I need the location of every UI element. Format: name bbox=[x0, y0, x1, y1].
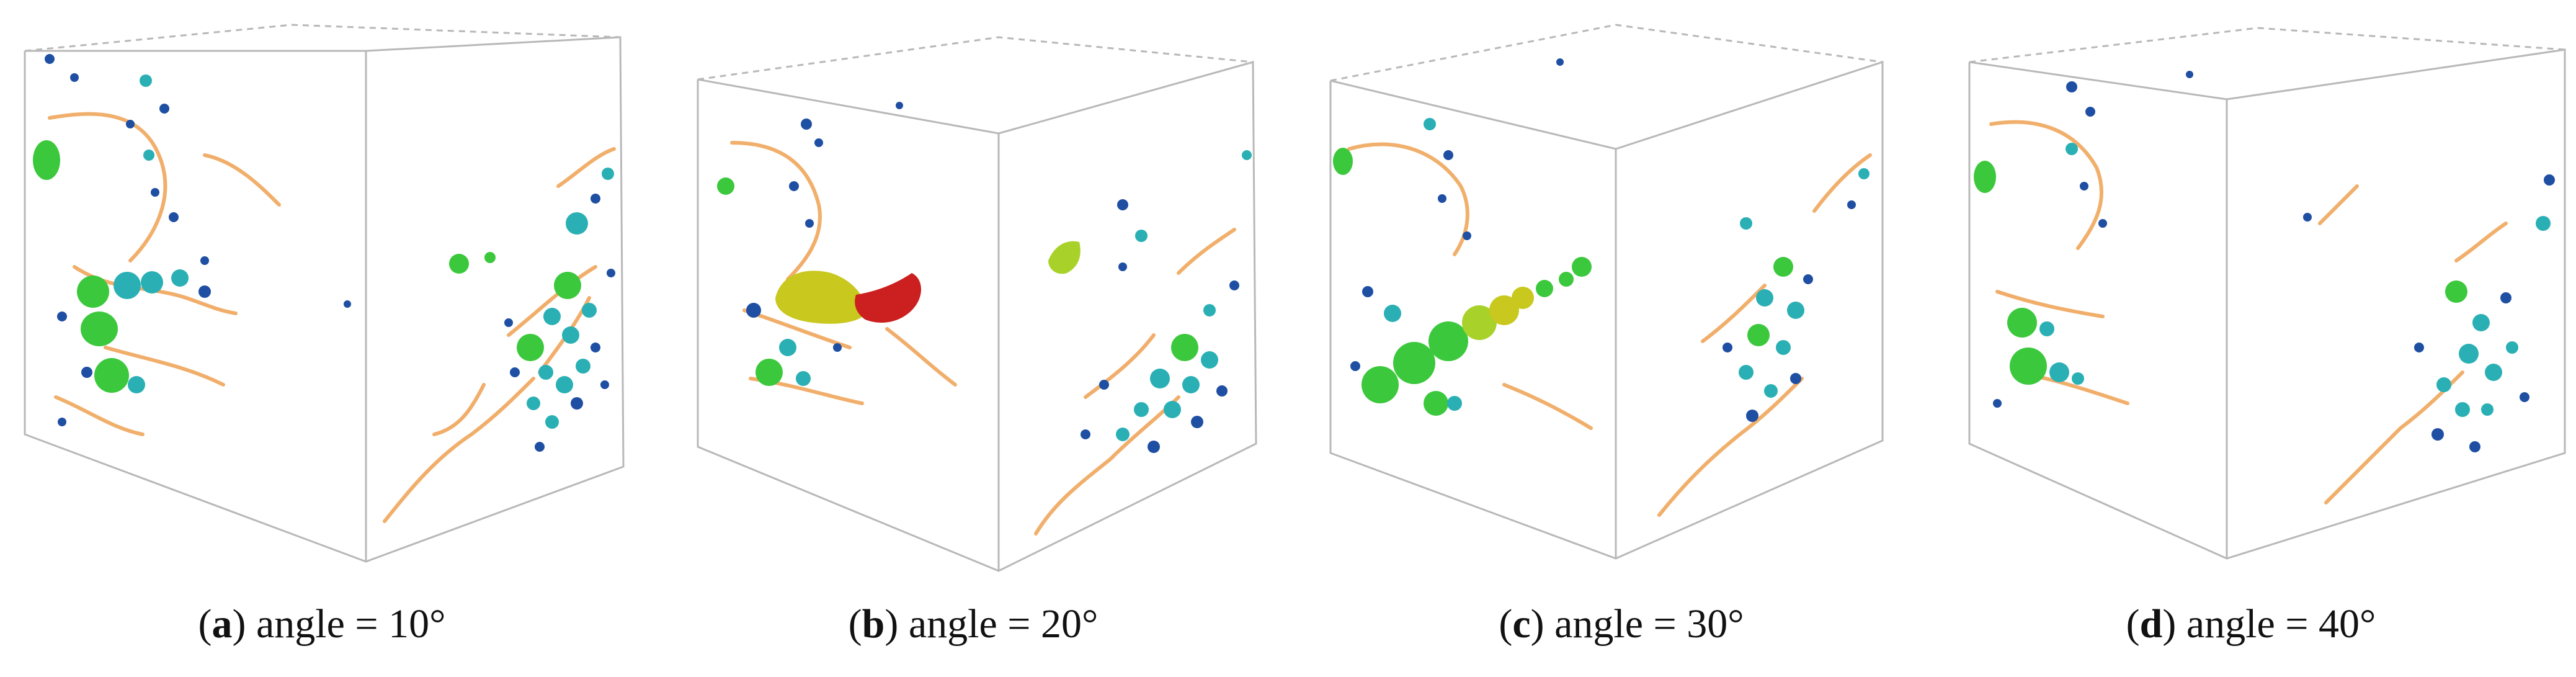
cube-wireframe bbox=[697, 36, 1257, 572]
pore-rendering-a bbox=[24, 24, 625, 563]
cube-wireframe bbox=[1968, 27, 2566, 560]
ligament-network bbox=[1989, 120, 2508, 504]
ligament-network bbox=[1347, 142, 1872, 517]
caption-c: (c) angle = 30° bbox=[1499, 601, 1744, 647]
panel-a: (a) angle = 10° bbox=[0, 0, 644, 677]
pore-rendering-b bbox=[697, 36, 1257, 572]
pore-rendering-c bbox=[1329, 24, 1884, 560]
pores bbox=[717, 102, 1252, 453]
panel-label: angle = 30° bbox=[1544, 601, 1744, 647]
panel-b: (b) angle = 20° bbox=[651, 0, 1295, 677]
panel-c: (c) angle = 30° bbox=[1299, 0, 1943, 677]
cube-wireframe bbox=[24, 24, 625, 563]
caption-a: (a) angle = 10° bbox=[198, 601, 446, 647]
panel-label: angle = 10° bbox=[246, 601, 446, 647]
cube-wireframe bbox=[1329, 24, 1884, 560]
panel-letter: d bbox=[2139, 601, 2163, 647]
panel-label: angle = 20° bbox=[898, 601, 1099, 647]
panel-letter: b bbox=[862, 601, 885, 647]
panel-label: angle = 40° bbox=[2176, 601, 2376, 647]
ligament-network bbox=[48, 112, 616, 523]
panel-letter: c bbox=[1512, 601, 1531, 647]
pore-rendering-d bbox=[1968, 27, 2566, 560]
caption-b: (b) angle = 20° bbox=[848, 601, 1099, 647]
pores bbox=[33, 54, 615, 452]
panel-d: (d) angle = 40° bbox=[1929, 0, 2573, 677]
caption-d: (d) angle = 40° bbox=[2126, 601, 2376, 647]
pores bbox=[1333, 58, 1870, 422]
panel-letter: a bbox=[212, 601, 233, 647]
pores bbox=[1974, 71, 2555, 452]
ligament-network bbox=[730, 141, 1236, 536]
